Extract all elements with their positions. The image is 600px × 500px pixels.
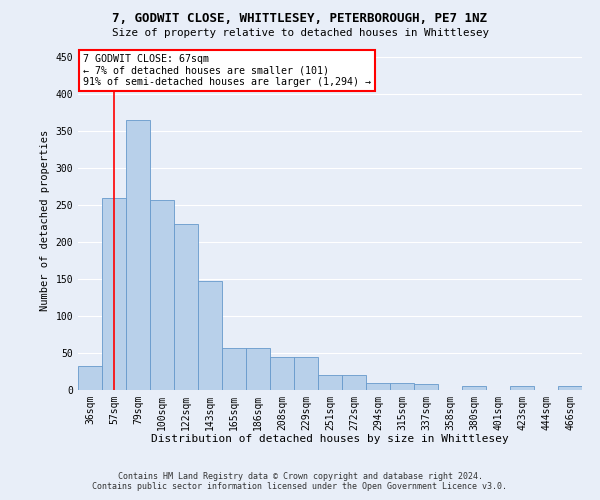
Bar [150, 200, 174, 390]
Text: 7 GODWIT CLOSE: 67sqm
← 7% of detached houses are smaller (101)
91% of semi-deta: 7 GODWIT CLOSE: 67sqm ← 7% of detached h… [83, 54, 371, 87]
Bar [198, 280, 222, 390]
Bar [414, 384, 438, 390]
Bar [78, 366, 102, 390]
Bar [102, 198, 126, 390]
Bar [246, 348, 270, 390]
Bar [270, 356, 294, 390]
Bar [462, 386, 486, 390]
Bar [342, 375, 366, 390]
Bar [294, 356, 318, 390]
Text: Size of property relative to detached houses in Whittlesey: Size of property relative to detached ho… [112, 28, 488, 38]
X-axis label: Distribution of detached houses by size in Whittlesey: Distribution of detached houses by size … [151, 434, 509, 444]
Text: 7, GODWIT CLOSE, WHITTLESEY, PETERBOROUGH, PE7 1NZ: 7, GODWIT CLOSE, WHITTLESEY, PETERBOROUG… [113, 12, 487, 26]
Text: Contains HM Land Registry data © Crown copyright and database right 2024.
Contai: Contains HM Land Registry data © Crown c… [92, 472, 508, 491]
Bar [510, 386, 534, 390]
Bar [366, 382, 390, 390]
Bar [126, 120, 150, 390]
Bar [390, 382, 414, 390]
Bar [222, 348, 246, 390]
Y-axis label: Number of detached properties: Number of detached properties [40, 130, 50, 310]
Bar [174, 224, 198, 390]
Bar [318, 375, 342, 390]
Bar [558, 386, 582, 390]
